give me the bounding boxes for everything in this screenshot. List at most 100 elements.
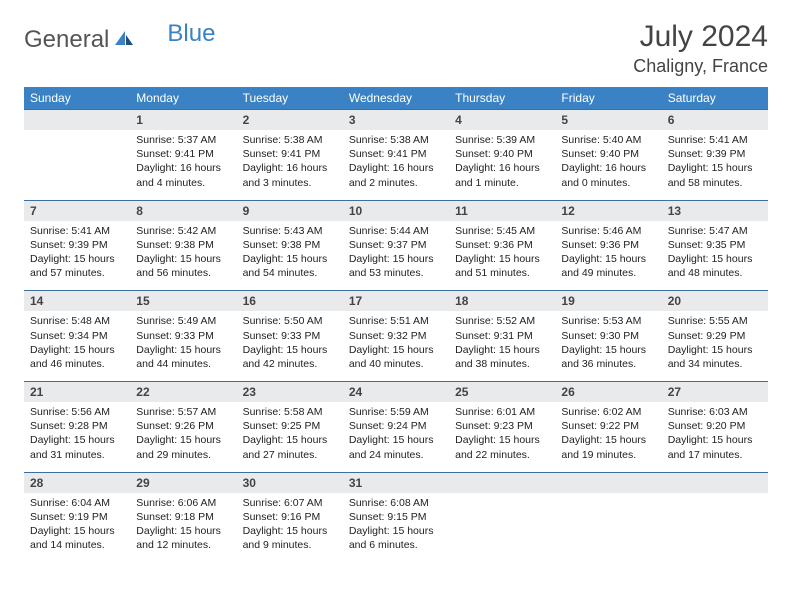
cell-line: Sunset: 9:26 PM (136, 419, 230, 433)
cell-line: Sunrise: 5:38 AM (349, 133, 443, 147)
cell-line: Daylight: 15 hours (136, 524, 230, 538)
cell-line: and 38 minutes. (455, 357, 549, 371)
cell-line: and 9 minutes. (243, 538, 337, 552)
content-row: Sunrise: 6:04 AMSunset: 9:19 PM Daylight:… (24, 493, 768, 563)
dayhead-sat: Saturday (662, 87, 768, 110)
content-row: Sunrise: 5:37 AMSunset: 9:41 PMDaylight:… (24, 130, 768, 200)
cell-line: Sunrise: 5:38 AM (243, 133, 337, 147)
cell-line: and 56 minutes. (136, 266, 230, 280)
cell-line: Sunset: 9:31 PM (455, 329, 549, 343)
cell-line: Daylight: 15 hours (30, 343, 124, 357)
cell-line: Daylight: 15 hours (30, 433, 124, 447)
cell-line: Sunset: 9:41 PM (136, 147, 230, 161)
cell-line: Sunrise: 5:59 AM (349, 405, 443, 419)
day-number: 6 (662, 110, 768, 131)
day-number: 7 (24, 200, 130, 221)
day-number: 15 (130, 291, 236, 312)
day-cell: Sunrise: 5:38 AMSunset: 9:41 PMDaylight:… (237, 130, 343, 200)
day-cell: Sunrise: 6:06 AMSunset: 9:18 PMDaylight:… (130, 493, 236, 563)
day-number: 10 (343, 200, 449, 221)
cell-line: Sunrise: 5:55 AM (668, 314, 762, 328)
dayhead-wed: Wednesday (343, 87, 449, 110)
brand-part2: Blue (167, 20, 215, 48)
brand-sail-icon (113, 29, 135, 52)
day-number: 11 (449, 200, 555, 221)
cell-line: Sunset: 9:36 PM (561, 238, 655, 252)
content-row: Sunrise: 5:41 AMSunset: 9:39 PMDaylight:… (24, 221, 768, 291)
cell-line: Sunrise: 6:02 AM (561, 405, 655, 419)
brand-logo: General Blue (24, 26, 215, 54)
dayhead-sun: Sunday (24, 87, 130, 110)
cell-line: Sunset: 9:19 PM (30, 510, 124, 524)
cell-line: Daylight: 15 hours (668, 252, 762, 266)
title-block: July 2024 Chaligny, France (633, 20, 768, 77)
cell-line: and 14 minutes. (30, 538, 124, 552)
day-cell: Sunrise: 5:57 AMSunset: 9:26 PMDaylight:… (130, 402, 236, 472)
day-number: 29 (130, 472, 236, 493)
cell-line: Sunrise: 6:04 AM (30, 496, 124, 510)
cell-line: Sunset: 9:28 PM (30, 419, 124, 433)
cell-line: Daylight: 15 hours (349, 252, 443, 266)
cell-line: Sunrise: 5:48 AM (30, 314, 124, 328)
day-cell: Sunrise: 5:38 AMSunset: 9:41 PMDaylight:… (343, 130, 449, 200)
cell-line: Sunrise: 6:07 AM (243, 496, 337, 510)
daynum-row: 78910111213 (24, 200, 768, 221)
cell-line: Sunset: 9:16 PM (243, 510, 337, 524)
brand-part1: General (24, 26, 109, 54)
cell-line: and 40 minutes. (349, 357, 443, 371)
cell-line: and 46 minutes. (30, 357, 124, 371)
cell-line: Daylight: 16 hours (561, 161, 655, 175)
cell-line: and 3 minutes. (243, 176, 337, 190)
cell-line: Daylight: 15 hours (136, 343, 230, 357)
day-cell: Sunrise: 5:58 AMSunset: 9:25 PMDaylight:… (237, 402, 343, 472)
cell-line: Daylight: 15 hours (136, 433, 230, 447)
cell-line: Sunset: 9:15 PM (349, 510, 443, 524)
dayhead-fri: Friday (555, 87, 661, 110)
cell-line: and 51 minutes. (455, 266, 549, 280)
cell-line: and 2 minutes. (349, 176, 443, 190)
day-number: 17 (343, 291, 449, 312)
cell-line: Daylight: 15 hours (561, 252, 655, 266)
day-cell: Sunrise: 6:08 AMSunset: 9:15 PMDaylight:… (343, 493, 449, 563)
cell-line: Sunrise: 5:40 AM (561, 133, 655, 147)
day-cell: Sunrise: 5:59 AMSunset: 9:24 PMDaylight:… (343, 402, 449, 472)
day-cell: Sunrise: 5:48 AMSunset: 9:34 PMDaylight:… (24, 311, 130, 381)
day-number: 23 (237, 382, 343, 403)
day-number: 8 (130, 200, 236, 221)
cell-line: and 1 minute. (455, 176, 549, 190)
cell-line: Sunset: 9:33 PM (136, 329, 230, 343)
cell-line: Sunset: 9:41 PM (243, 147, 337, 161)
dayhead-mon: Monday (130, 87, 236, 110)
cell-line: Sunrise: 5:51 AM (349, 314, 443, 328)
cell-line: Sunrise: 5:46 AM (561, 224, 655, 238)
cell-line: Sunset: 9:40 PM (455, 147, 549, 161)
day-number: 25 (449, 382, 555, 403)
cell-line: Daylight: 15 hours (30, 252, 124, 266)
day-cell: Sunrise: 5:44 AMSunset: 9:37 PMDaylight:… (343, 221, 449, 291)
day-cell: Sunrise: 5:56 AMSunset: 9:28 PMDaylight:… (24, 402, 130, 472)
cell-line: and 58 minutes. (668, 176, 762, 190)
cell-line: Sunset: 9:33 PM (243, 329, 337, 343)
cell-line: and 27 minutes. (243, 448, 337, 462)
month-title: July 2024 (633, 20, 768, 54)
content-row: Sunrise: 5:56 AMSunset: 9:28 PMDaylight:… (24, 402, 768, 472)
day-number: 30 (237, 472, 343, 493)
cell-line: Sunrise: 5:39 AM (455, 133, 549, 147)
day-number (662, 472, 768, 493)
cell-line: Sunset: 9:39 PM (30, 238, 124, 252)
cell-line: Sunrise: 5:45 AM (455, 224, 549, 238)
cell-line: Daylight: 15 hours (136, 252, 230, 266)
daynum-row: 28293031 (24, 472, 768, 493)
cell-line: Sunrise: 5:44 AM (349, 224, 443, 238)
day-number: 1 (130, 110, 236, 131)
day-cell: Sunrise: 5:37 AMSunset: 9:41 PMDaylight:… (130, 130, 236, 200)
cell-line: Daylight: 15 hours (455, 252, 549, 266)
day-number: 20 (662, 291, 768, 312)
day-cell: Sunrise: 5:50 AMSunset: 9:33 PMDaylight:… (237, 311, 343, 381)
cell-line: and 48 minutes. (668, 266, 762, 280)
day-cell (24, 130, 130, 200)
cell-line: Sunrise: 5:42 AM (136, 224, 230, 238)
day-number (449, 472, 555, 493)
day-number: 22 (130, 382, 236, 403)
day-cell: Sunrise: 5:46 AMSunset: 9:36 PMDaylight:… (555, 221, 661, 291)
